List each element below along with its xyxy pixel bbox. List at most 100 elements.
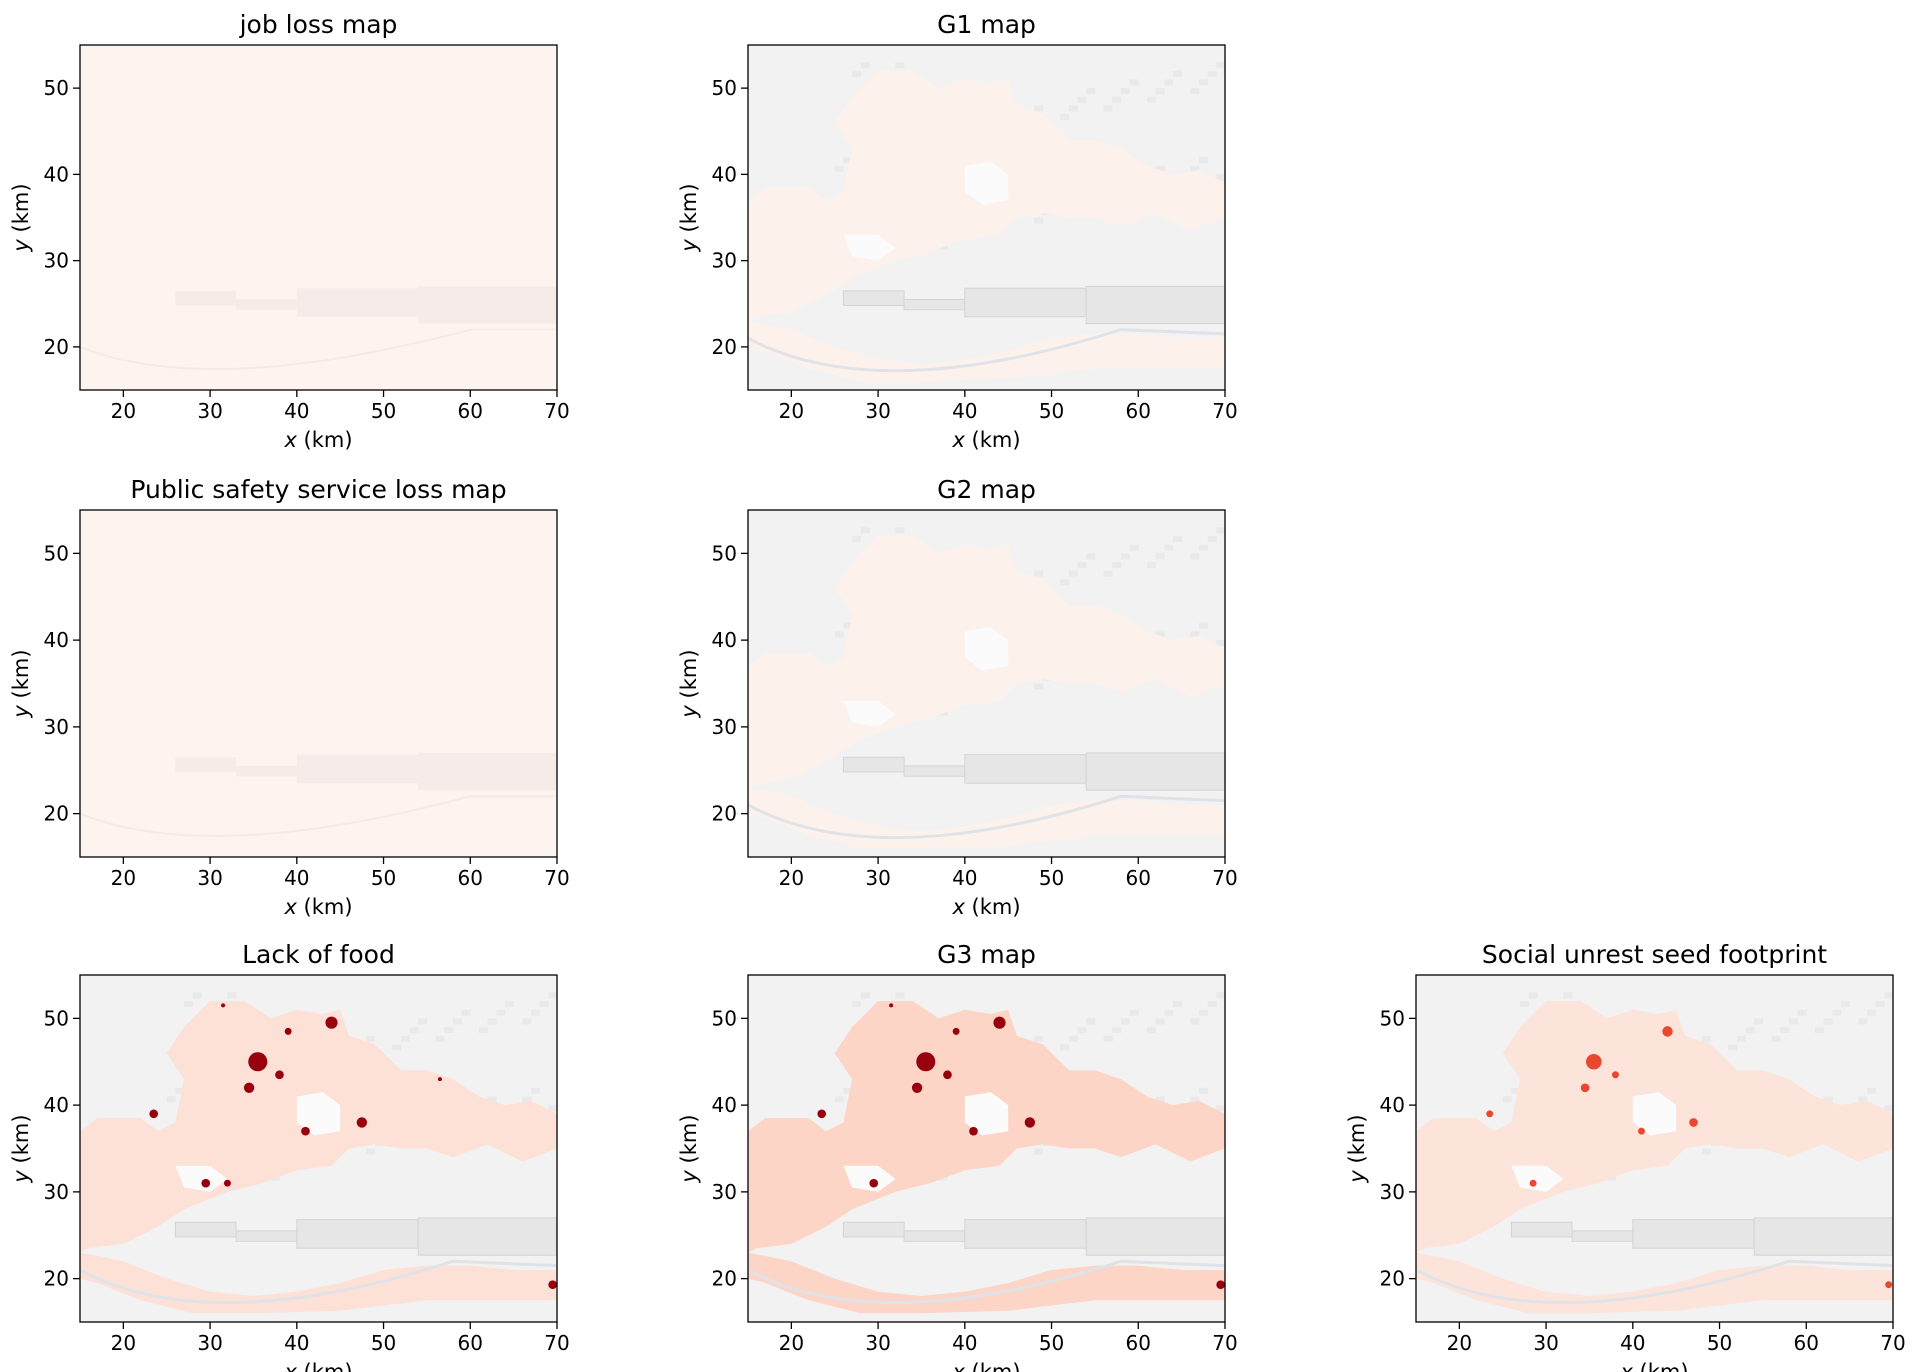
hotspot-6	[356, 1117, 368, 1128]
building-texture	[1068, 570, 1078, 577]
x-tick-label: 30	[865, 866, 890, 890]
x-axis-label: x (km)	[1619, 1360, 1688, 1372]
road-block	[235, 1230, 298, 1242]
x-tick-label: 70	[1880, 1331, 1905, 1355]
x-tick-label: 70	[1212, 866, 1237, 890]
axes-frame	[79, 509, 558, 858]
road-block	[296, 754, 419, 784]
chart-title: job loss map	[239, 10, 398, 39]
coast-line	[748, 328, 1225, 373]
building-texture	[1172, 1001, 1182, 1008]
footprint-south	[1416, 1252, 1893, 1314]
building-texture	[852, 70, 862, 77]
x-tick-label: 40	[284, 1331, 309, 1355]
building-texture	[1190, 165, 1200, 172]
building-texture	[1823, 1096, 1833, 1103]
building-texture	[1172, 70, 1182, 77]
building-texture	[487, 1096, 497, 1103]
building-texture	[392, 1044, 402, 1051]
building-texture	[1832, 1009, 1842, 1016]
building-texture	[1120, 1018, 1130, 1025]
footprint-south	[748, 321, 1225, 382]
building-texture	[895, 527, 905, 534]
building-texture	[1086, 88, 1096, 95]
y-tick-label: 30	[44, 715, 69, 739]
hotspot-1	[911, 1082, 923, 1093]
x-tick-label: 30	[197, 1331, 222, 1355]
building-texture	[1502, 1096, 1512, 1103]
building-texture	[1528, 992, 1538, 999]
x-tick-label: 60	[1126, 399, 1151, 423]
building-texture	[1034, 570, 1044, 577]
chart-title: Public safety service loss map	[130, 475, 506, 504]
building-texture	[860, 62, 870, 69]
building-texture	[1190, 1096, 1200, 1103]
y-axis-label: y (km)	[9, 649, 33, 718]
road-block	[842, 290, 905, 306]
building-texture	[1198, 622, 1208, 629]
hotspot-5	[301, 1126, 310, 1136]
map-area	[80, 510, 557, 857]
road-block	[296, 288, 419, 317]
x-tick-label: 30	[197, 399, 222, 423]
x-tick-label: 50	[371, 399, 396, 423]
x-axis-label: x (km)	[283, 895, 352, 919]
hotspot-6	[1024, 1117, 1036, 1128]
building-texture	[1120, 88, 1130, 95]
building-texture	[1190, 553, 1200, 560]
x-tick-label: 60	[458, 1331, 483, 1355]
map-area	[748, 975, 1225, 1322]
footprint-hole	[843, 234, 896, 261]
building-texture	[852, 1001, 862, 1008]
building-texture	[1155, 88, 1165, 95]
building-texture	[1103, 1035, 1113, 1042]
hotspot-11	[221, 1003, 226, 1008]
road-block	[174, 1221, 237, 1238]
y-tick-label: 20	[712, 802, 737, 826]
road-block	[417, 1217, 557, 1256]
building-texture	[1728, 1044, 1738, 1051]
building-texture	[1207, 1001, 1217, 1008]
y-tick-label: 30	[712, 715, 737, 739]
building-texture	[834, 165, 844, 172]
x-axis-label: x (km)	[283, 1360, 352, 1372]
building-texture	[852, 536, 862, 543]
building-texture	[1164, 1009, 1174, 1016]
building-texture	[1146, 1027, 1156, 1034]
map-area	[748, 45, 1225, 390]
x-tick-label: 70	[544, 399, 569, 423]
axes-frame	[79, 44, 558, 391]
building-texture	[1129, 79, 1139, 86]
chart-panel-r1c1: G2 map 20 30 40 50 60 70 20 30 40 50 x (km) y (km)	[677, 475, 1238, 919]
building-texture	[1198, 157, 1208, 164]
footprint-hole	[843, 700, 896, 727]
building-texture	[409, 1027, 419, 1034]
chart-panel-r0c1: G1 map 20 30 40 50 60 70 20 30 40 50 x (km) y (km)	[677, 10, 1238, 452]
x-tick-label: 50	[1039, 866, 1064, 890]
building-texture	[1198, 1009, 1208, 1016]
building-texture	[895, 62, 905, 69]
y-tick-label: 20	[44, 1267, 69, 1291]
x-tick-label: 30	[1533, 1331, 1558, 1355]
building-texture	[1155, 631, 1165, 638]
y-tick-label: 40	[712, 628, 737, 652]
map-area	[748, 510, 1225, 857]
chart-panel-r0c0: job loss map 20 30 40 50 60 70 20 30 40 50 x (km) y …	[9, 10, 570, 452]
hotspot-1	[1580, 1083, 1590, 1093]
building-texture	[1216, 1105, 1225, 1112]
y-tick-label: 40	[712, 162, 737, 186]
building-texture	[418, 1018, 428, 1025]
footprint-south	[80, 1252, 557, 1314]
building-texture	[1077, 562, 1087, 569]
road-block	[1085, 1217, 1225, 1256]
coast-line	[748, 1259, 1225, 1305]
y-tick-label: 20	[1380, 1267, 1405, 1291]
axes-frame	[747, 509, 1226, 858]
building-texture	[1155, 1096, 1165, 1103]
axes-frame	[747, 974, 1226, 1323]
building-texture	[860, 992, 870, 999]
y-axis-label: y (km)	[1345, 1114, 1369, 1183]
road-block	[964, 754, 1087, 784]
road-block	[1632, 1219, 1755, 1249]
map-area	[80, 45, 557, 390]
